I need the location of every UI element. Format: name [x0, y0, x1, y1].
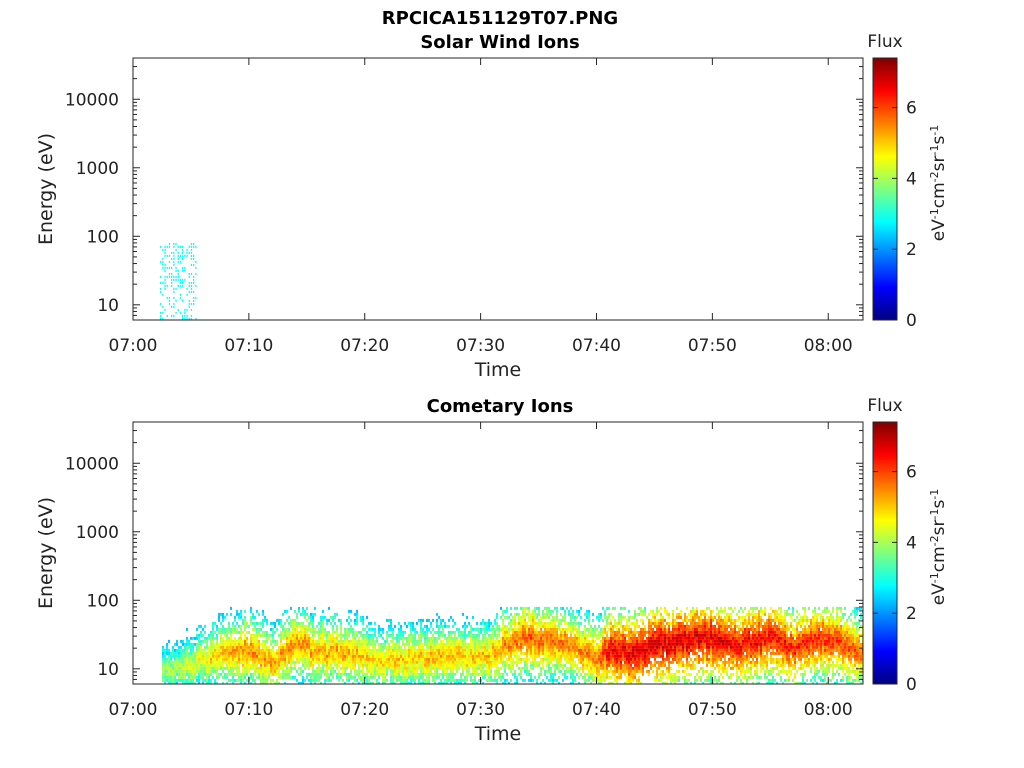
x-tick-label: 08:00 [804, 700, 853, 720]
x-tick-label: 08:00 [804, 336, 853, 356]
colorbar-tick-label: 2 [906, 604, 917, 624]
colorbar-tick-label: 2 [906, 240, 917, 260]
colorbar-unit-label: eV-1cm-2sr-1s-1 [928, 489, 950, 606]
x-axis: 07:00 07:10 07:20 07:30 07:40 07:50 08:00 [109, 58, 853, 356]
flux-block [160, 242, 197, 320]
x-tick-label: 07:00 [109, 700, 158, 720]
panel-title: Solar Wind Ions [420, 32, 579, 53]
colorbar-tick-label: 4 [906, 169, 917, 189]
colorbar: Flux 0 2 4 6 eV-1cm-2sr-1s-1 [867, 32, 949, 331]
data-layer [160, 242, 197, 320]
flux-track [162, 606, 863, 684]
x-tick-label: 07:20 [340, 336, 389, 356]
colorbar-title: Flux [867, 396, 902, 416]
figure-title: RPCICA151129T07.PNG [382, 8, 618, 29]
y-tick-label: 10 [97, 296, 119, 316]
axes-frame [132, 421, 864, 685]
y-tick-label: 10 [97, 660, 119, 680]
x-tick-label: 07:10 [224, 336, 273, 356]
x-axis-label: Time [474, 359, 522, 381]
y-axis-label: Energy (eV) [35, 133, 57, 245]
x-axis-label: Time [474, 723, 522, 745]
colorbar-tick-label: 6 [906, 463, 917, 483]
colorbar-gradient [873, 422, 897, 684]
x-tick-label: 07:30 [456, 336, 505, 356]
data-layer [162, 606, 863, 684]
plot-area [133, 58, 863, 320]
x-tick-label: 07:10 [224, 700, 273, 720]
panel-1: Solar Wind Ions 07:00 07:10 07:20 07:30 07:40… [35, 32, 949, 381]
y-tick-label: 10000 [65, 90, 119, 110]
colorbar-tick-label: 6 [906, 99, 917, 119]
x-tick-label: 07:30 [456, 700, 505, 720]
x-tick-label: 07:20 [340, 700, 389, 720]
x-axis: 07:00 07:10 07:20 07:30 07:40 07:50 08:00 [109, 422, 853, 720]
colorbar-tick-label: 0 [906, 675, 917, 695]
x-tick-label: 07:40 [572, 700, 621, 720]
y-tick-label: 1000 [76, 523, 119, 543]
colorbar-gradient [873, 58, 897, 320]
x-tick-label: 07:50 [688, 336, 737, 356]
colorbar-tick-label: 4 [906, 533, 917, 553]
colorbar: Flux 0 2 4 6 eV-1cm-2sr-1s-1 [867, 396, 949, 695]
y-tick-label: 100 [87, 227, 119, 247]
colorbar-tick-label: 0 [906, 311, 917, 331]
x-tick-label: 07:00 [109, 336, 158, 356]
y-tick-label: 100 [87, 591, 119, 611]
x-tick-label: 07:50 [688, 700, 737, 720]
y-axis-label: Energy (eV) [35, 497, 57, 609]
y-axis: 10 100 1000 10000 [65, 421, 863, 685]
panel-title: Cometary Ions [427, 396, 574, 417]
axes-frame [132, 57, 864, 321]
x-tick-label: 07:40 [572, 336, 621, 356]
y-axis: 10 100 1000 10000 [65, 57, 863, 321]
y-tick-label: 1000 [76, 159, 119, 179]
y-tick-label: 10000 [65, 454, 119, 474]
colorbar-title: Flux [867, 32, 902, 52]
colorbar-unit-label: eV-1cm-2sr-1s-1 [928, 125, 950, 242]
